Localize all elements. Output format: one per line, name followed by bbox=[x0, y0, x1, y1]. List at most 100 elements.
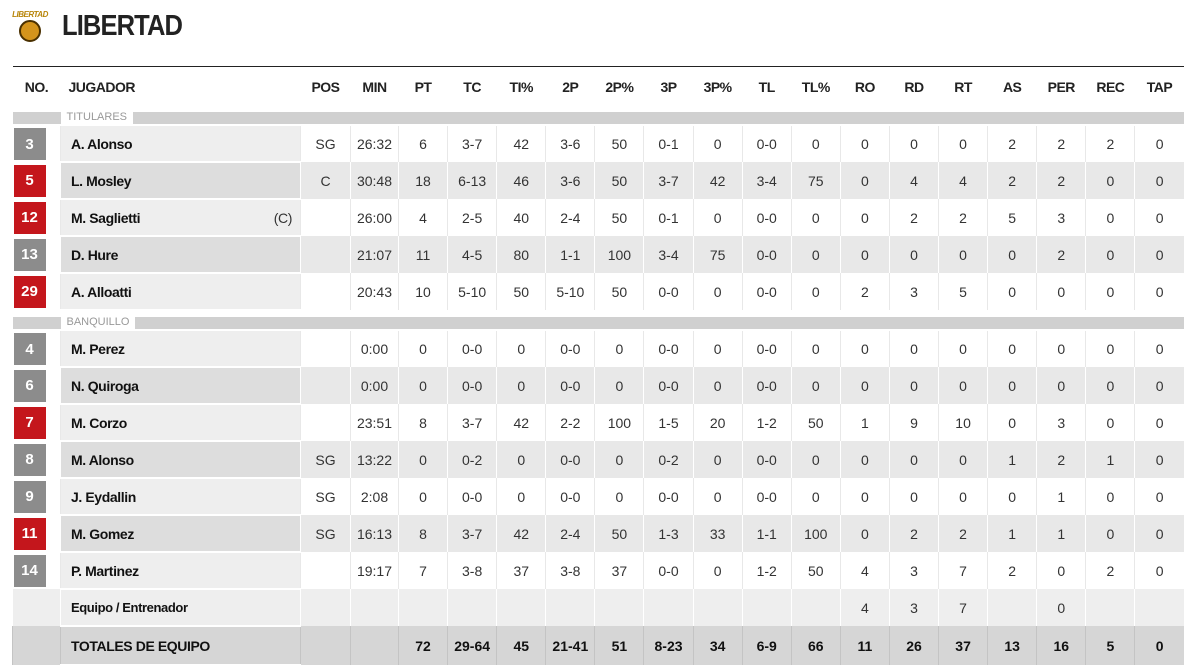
stat-cell: 2 bbox=[889, 515, 938, 552]
column-header[interactable]: 3P bbox=[644, 67, 693, 107]
player-name[interactable]: P. Martinez bbox=[71, 563, 139, 579]
stat-cell: 0 bbox=[1135, 441, 1184, 478]
player-name[interactable]: L. Mosley bbox=[71, 173, 131, 189]
column-header[interactable]: TL% bbox=[791, 67, 840, 107]
stat-cell: 4 bbox=[840, 552, 889, 589]
column-header[interactable]: JUGADOR bbox=[61, 67, 301, 107]
stat-cell: 37 bbox=[595, 552, 644, 589]
player-name[interactable]: A. Alloatti bbox=[71, 284, 131, 300]
stat-cell: 2-2 bbox=[546, 404, 595, 441]
player-name[interactable]: J. Eydallin bbox=[71, 489, 136, 505]
stat-cell: 0-0 bbox=[742, 478, 791, 515]
stat-cell: 42 bbox=[497, 126, 546, 162]
stat-cell: 0 bbox=[988, 273, 1037, 310]
stat-cell: 0-0 bbox=[644, 367, 693, 404]
stat-cell bbox=[1086, 589, 1135, 626]
jersey-number-badge: 8 bbox=[14, 444, 46, 476]
stat-cell: 50 bbox=[595, 199, 644, 236]
stat-cell: 0 bbox=[1135, 162, 1184, 199]
stat-cell bbox=[301, 404, 351, 441]
player-name[interactable]: M. Gomez bbox=[71, 526, 134, 542]
stat-cell: 0 bbox=[840, 478, 889, 515]
stat-cell: 0 bbox=[1037, 552, 1086, 589]
stat-cell: 51 bbox=[595, 626, 644, 665]
column-header[interactable]: TAP bbox=[1135, 67, 1184, 107]
stat-cell: 66 bbox=[791, 626, 840, 665]
column-header[interactable]: 3P% bbox=[693, 67, 742, 107]
stat-cell: 0-0 bbox=[546, 441, 595, 478]
column-header[interactable]: TI% bbox=[497, 67, 546, 107]
column-header[interactable]: RO bbox=[840, 67, 889, 107]
stat-cell: 0 bbox=[595, 367, 644, 404]
column-header[interactable]: AS bbox=[988, 67, 1037, 107]
stat-cell: 0 bbox=[693, 126, 742, 162]
stat-cell: 0 bbox=[1086, 162, 1135, 199]
column-header[interactable]: REC bbox=[1086, 67, 1135, 107]
stat-cell: 0 bbox=[988, 367, 1037, 404]
stat-cell bbox=[595, 589, 644, 626]
column-header[interactable]: 2P bbox=[546, 67, 595, 107]
stat-cell: 1-2 bbox=[742, 552, 791, 589]
stat-cell: 0 bbox=[840, 199, 889, 236]
stat-cell: 1-1 bbox=[742, 515, 791, 552]
stat-cell bbox=[301, 199, 351, 236]
column-header[interactable]: NO. bbox=[13, 67, 61, 107]
stat-cell: 2 bbox=[939, 515, 988, 552]
stat-cell: 2 bbox=[1037, 126, 1086, 162]
stat-cell: 11 bbox=[840, 626, 889, 665]
player-name[interactable]: M. Perez bbox=[71, 341, 125, 357]
column-header[interactable]: PER bbox=[1037, 67, 1086, 107]
stat-cell: 0 bbox=[840, 367, 889, 404]
stat-cell: 0-0 bbox=[644, 478, 693, 515]
stat-cell: 0 bbox=[840, 162, 889, 199]
player-name[interactable]: M. Saglietti bbox=[71, 210, 140, 226]
stat-cell: 0 bbox=[1135, 367, 1184, 404]
stat-cell: 34 bbox=[693, 626, 742, 665]
player-name[interactable]: N. Quiroga bbox=[71, 378, 139, 394]
stat-cell: 1 bbox=[1037, 515, 1086, 552]
stat-cell: 0 bbox=[1086, 199, 1135, 236]
stat-cell: 4 bbox=[399, 199, 448, 236]
player-name[interactable]: D. Hure bbox=[71, 247, 118, 263]
stat-cell: 7 bbox=[399, 552, 448, 589]
column-header[interactable]: MIN bbox=[351, 67, 399, 107]
player-name[interactable]: M. Corzo bbox=[71, 415, 127, 431]
stat-cell: 0-0 bbox=[742, 199, 791, 236]
column-header[interactable]: POS bbox=[301, 67, 351, 107]
column-header[interactable]: RT bbox=[939, 67, 988, 107]
stat-cell: 2-5 bbox=[448, 199, 497, 236]
stat-cell: 19:17 bbox=[351, 552, 399, 589]
stat-cell: 1 bbox=[840, 404, 889, 441]
player-name[interactable]: M. Alonso bbox=[71, 452, 134, 468]
stat-cell: 42 bbox=[497, 515, 546, 552]
column-header[interactable]: 2P% bbox=[595, 67, 644, 107]
column-header[interactable]: TL bbox=[742, 67, 791, 107]
column-header[interactable]: TC bbox=[448, 67, 497, 107]
stat-cell: 75 bbox=[693, 236, 742, 273]
player-name[interactable]: A. Alonso bbox=[71, 136, 132, 152]
stat-cell: 0 bbox=[939, 367, 988, 404]
stat-cell: 2 bbox=[939, 199, 988, 236]
stat-cell: 29-64 bbox=[448, 626, 497, 665]
stat-cell: 18 bbox=[399, 162, 448, 199]
stat-cell: 0 bbox=[791, 126, 840, 162]
column-header[interactable]: RD bbox=[889, 67, 938, 107]
stat-cell: 26 bbox=[889, 626, 938, 665]
stat-cell: 3-4 bbox=[742, 162, 791, 199]
stat-cell bbox=[644, 589, 693, 626]
stat-cell: 0 bbox=[1086, 515, 1135, 552]
column-header[interactable]: PT bbox=[399, 67, 448, 107]
